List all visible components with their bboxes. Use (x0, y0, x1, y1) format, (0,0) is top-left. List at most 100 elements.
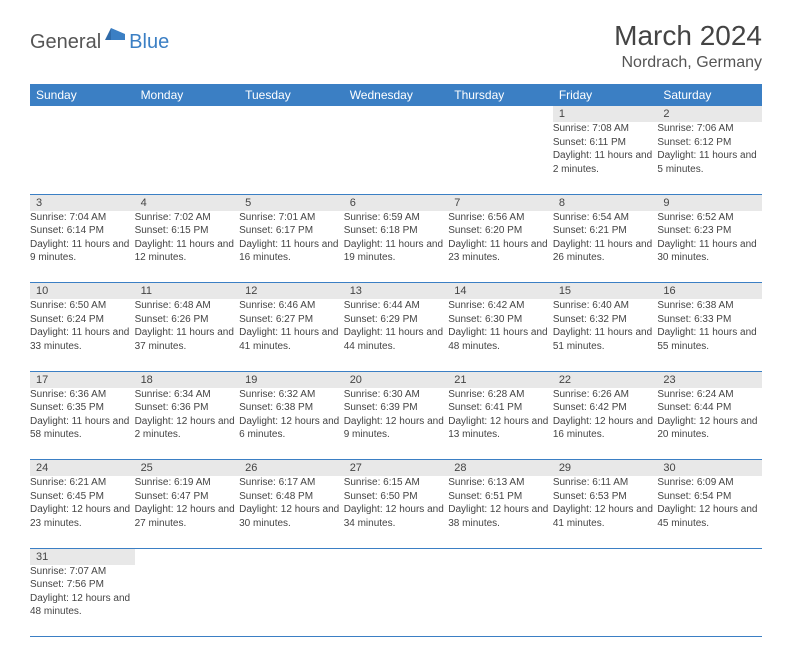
day-detail-cell: Sunrise: 6:36 AMSunset: 6:35 PMDaylight:… (30, 388, 135, 460)
day-number-cell (30, 106, 135, 122)
day-detail-cell: Sunrise: 6:42 AMSunset: 6:30 PMDaylight:… (448, 299, 553, 371)
day-detail-cell: Sunrise: 7:02 AMSunset: 6:15 PMDaylight:… (135, 211, 240, 283)
day-number-cell (448, 548, 553, 565)
daylight-line: Daylight: 11 hours and 12 minutes. (135, 238, 240, 265)
sunset-line: Sunset: 6:45 PM (30, 490, 135, 504)
sunrise-line: Sunrise: 6:19 AM (135, 476, 240, 490)
location: Nordrach, Germany (614, 54, 762, 72)
day-detail-cell: Sunrise: 6:26 AMSunset: 6:42 PMDaylight:… (553, 388, 658, 460)
daylight-line: Daylight: 11 hours and 44 minutes. (344, 326, 449, 353)
day-detail-row: Sunrise: 7:07 AMSunset: 7:56 PMDaylight:… (30, 565, 762, 637)
day-detail-cell: Sunrise: 6:09 AMSunset: 6:54 PMDaylight:… (657, 476, 762, 548)
sunrise-line: Sunrise: 6:46 AM (239, 299, 344, 313)
daylight-line: Daylight: 11 hours and 2 minutes. (553, 149, 658, 176)
sunrise-line: Sunrise: 7:01 AM (239, 211, 344, 225)
header: General Blue March 2024 Nordrach, German… (30, 20, 762, 72)
day-detail-cell: Sunrise: 6:11 AMSunset: 6:53 PMDaylight:… (553, 476, 658, 548)
sunrise-line: Sunrise: 6:26 AM (553, 388, 658, 402)
weekday-header-row: SundayMondayTuesdayWednesdayThursdayFrid… (30, 84, 762, 106)
sunrise-line: Sunrise: 7:08 AM (553, 122, 658, 136)
logo-text-general: General (30, 31, 101, 54)
sunrise-line: Sunrise: 6:48 AM (135, 299, 240, 313)
day-detail-cell (448, 122, 553, 194)
sunset-line: Sunset: 6:53 PM (553, 490, 658, 504)
day-detail-cell (657, 565, 762, 637)
day-number-cell: 1 (553, 106, 658, 122)
sunrise-line: Sunrise: 6:38 AM (657, 299, 762, 313)
sunset-line: Sunset: 6:29 PM (344, 313, 449, 327)
sunset-line: Sunset: 6:47 PM (135, 490, 240, 504)
day-number-row: 12 (30, 106, 762, 122)
sunrise-line: Sunrise: 6:13 AM (448, 476, 553, 490)
daylight-line: Daylight: 11 hours and 37 minutes. (135, 326, 240, 353)
logo: General Blue (30, 26, 169, 59)
day-number-cell: 18 (135, 371, 240, 388)
sunrise-line: Sunrise: 6:24 AM (657, 388, 762, 402)
day-number-cell: 8 (553, 194, 658, 211)
day-number-cell: 31 (30, 548, 135, 565)
sunrise-line: Sunrise: 6:28 AM (448, 388, 553, 402)
daylight-line: Daylight: 12 hours and 6 minutes. (239, 415, 344, 442)
daylight-line: Daylight: 12 hours and 16 minutes. (553, 415, 658, 442)
day-detail-cell (239, 122, 344, 194)
day-detail-cell (448, 565, 553, 637)
weekday-header: Monday (135, 84, 240, 106)
day-number-cell: 26 (239, 460, 344, 477)
day-detail-cell: Sunrise: 6:32 AMSunset: 6:38 PMDaylight:… (239, 388, 344, 460)
day-number-cell (344, 106, 449, 122)
day-detail-cell: Sunrise: 6:28 AMSunset: 6:41 PMDaylight:… (448, 388, 553, 460)
daylight-line: Daylight: 12 hours and 48 minutes. (30, 592, 135, 619)
sunset-line: Sunset: 6:12 PM (657, 136, 762, 150)
day-detail-cell: Sunrise: 6:15 AMSunset: 6:50 PMDaylight:… (344, 476, 449, 548)
day-detail-cell: Sunrise: 7:07 AMSunset: 7:56 PMDaylight:… (30, 565, 135, 637)
daylight-line: Daylight: 12 hours and 34 minutes. (344, 503, 449, 530)
sunset-line: Sunset: 6:23 PM (657, 224, 762, 238)
day-number-cell (239, 548, 344, 565)
sunrise-line: Sunrise: 6:34 AM (135, 388, 240, 402)
daylight-line: Daylight: 11 hours and 48 minutes. (448, 326, 553, 353)
day-number-cell (135, 106, 240, 122)
day-detail-cell: Sunrise: 7:06 AMSunset: 6:12 PMDaylight:… (657, 122, 762, 194)
daylight-line: Daylight: 11 hours and 58 minutes. (30, 415, 135, 442)
sunset-line: Sunset: 6:21 PM (553, 224, 658, 238)
calendar-page: General Blue March 2024 Nordrach, German… (0, 0, 792, 657)
daylight-line: Daylight: 11 hours and 51 minutes. (553, 326, 658, 353)
sunset-line: Sunset: 6:11 PM (553, 136, 658, 150)
day-detail-cell (553, 565, 658, 637)
day-detail-cell: Sunrise: 6:30 AMSunset: 6:39 PMDaylight:… (344, 388, 449, 460)
sunset-line: Sunset: 6:30 PM (448, 313, 553, 327)
daylight-line: Daylight: 12 hours and 27 minutes. (135, 503, 240, 530)
day-detail-cell: Sunrise: 6:34 AMSunset: 6:36 PMDaylight:… (135, 388, 240, 460)
day-detail-cell: Sunrise: 6:50 AMSunset: 6:24 PMDaylight:… (30, 299, 135, 371)
logo-flag-icon (105, 26, 127, 47)
day-detail-cell: Sunrise: 6:19 AMSunset: 6:47 PMDaylight:… (135, 476, 240, 548)
sunrise-line: Sunrise: 6:50 AM (30, 299, 135, 313)
day-detail-cell (239, 565, 344, 637)
day-number-cell: 2 (657, 106, 762, 122)
sunrise-line: Sunrise: 6:56 AM (448, 211, 553, 225)
sunrise-line: Sunrise: 6:52 AM (657, 211, 762, 225)
calendar-table: SundayMondayTuesdayWednesdayThursdayFrid… (30, 84, 762, 637)
day-number-row: 31 (30, 548, 762, 565)
day-detail-cell: Sunrise: 6:48 AMSunset: 6:26 PMDaylight:… (135, 299, 240, 371)
day-number-cell: 14 (448, 283, 553, 300)
day-detail-cell: Sunrise: 6:24 AMSunset: 6:44 PMDaylight:… (657, 388, 762, 460)
day-number-cell: 25 (135, 460, 240, 477)
day-number-cell: 4 (135, 194, 240, 211)
daylight-line: Daylight: 11 hours and 41 minutes. (239, 326, 344, 353)
sunrise-line: Sunrise: 6:44 AM (344, 299, 449, 313)
sunset-line: Sunset: 6:20 PM (448, 224, 553, 238)
sunset-line: Sunset: 6:17 PM (239, 224, 344, 238)
title-block: March 2024 Nordrach, Germany (614, 20, 762, 72)
sunrise-line: Sunrise: 7:06 AM (657, 122, 762, 136)
day-number-cell: 17 (30, 371, 135, 388)
day-number-cell: 7 (448, 194, 553, 211)
sunset-line: Sunset: 6:44 PM (657, 401, 762, 415)
day-detail-cell: Sunrise: 6:44 AMSunset: 6:29 PMDaylight:… (344, 299, 449, 371)
sunrise-line: Sunrise: 6:32 AM (239, 388, 344, 402)
daylight-line: Daylight: 12 hours and 38 minutes. (448, 503, 553, 530)
day-number-cell: 24 (30, 460, 135, 477)
sunrise-line: Sunrise: 6:59 AM (344, 211, 449, 225)
daylight-line: Daylight: 11 hours and 55 minutes. (657, 326, 762, 353)
day-number-cell (448, 106, 553, 122)
